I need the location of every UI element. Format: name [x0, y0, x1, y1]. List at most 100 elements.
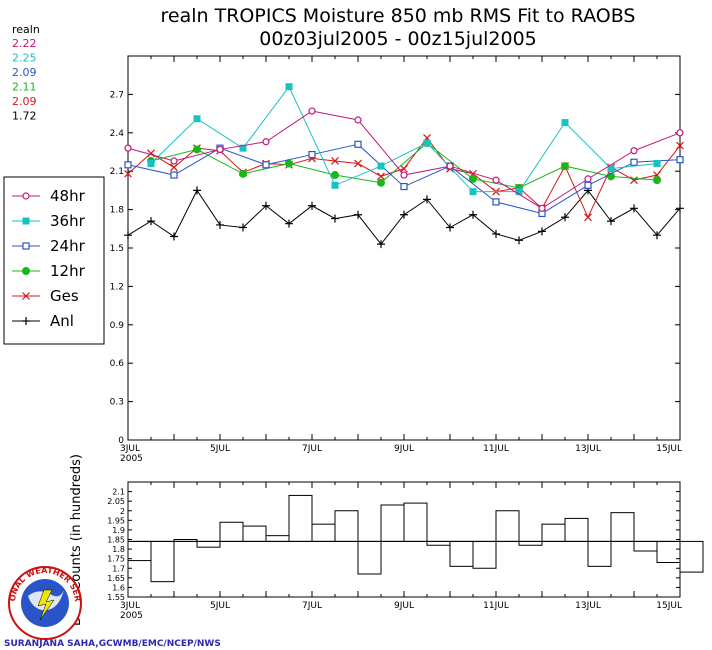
data-point-anl — [400, 210, 408, 219]
y-tick-label: 1.7 — [112, 564, 125, 573]
data-point-36hr — [423, 139, 431, 147]
legend-item-24hr: 24hr — [12, 237, 86, 255]
data-point-36hr — [469, 188, 477, 196]
x-tick-label: 5JUL — [210, 601, 230, 611]
data-point-anl — [331, 214, 339, 223]
data-point-48hr — [538, 204, 546, 212]
x-tick-label: 3JUL — [120, 601, 140, 611]
data-point-24hr — [630, 158, 638, 166]
data-point-48hr — [308, 107, 316, 115]
stat-value-48hr: 2.22 — [12, 37, 37, 50]
y-tick-label: 1.55 — [107, 593, 125, 602]
y-tick-label: 0.3 — [110, 398, 124, 408]
x-tick-label: 13JUL — [575, 444, 601, 454]
series-line-36hr — [150, 85, 658, 193]
y-tick-label: 2 — [120, 507, 125, 516]
x-tick-label: 11JUL — [483, 444, 509, 454]
data-point-36hr — [561, 119, 569, 127]
data-point-anl — [147, 217, 155, 226]
data-point-anl — [630, 204, 638, 213]
data-point-36hr — [653, 160, 661, 168]
y-tick-label: 0 — [118, 436, 124, 446]
x-year-label: 2005 — [120, 454, 143, 464]
y-tick-label: 2.7 — [110, 90, 124, 100]
rms-stats: realn 2.222.252.092.112.091.72 — [12, 23, 40, 123]
data-point-36hr — [515, 188, 523, 196]
data-point-anl — [124, 231, 132, 240]
lightning-icon — [37, 589, 55, 621]
x-tick-label: 9JUL — [394, 601, 414, 611]
series-anl — [124, 186, 684, 249]
legend-marker — [22, 317, 30, 325]
data-point-anl — [676, 204, 684, 213]
data-point-anl — [469, 210, 477, 219]
stat-value-36hr: 2.25 — [12, 52, 37, 65]
legend-item-anl: Anl — [12, 312, 74, 330]
data-point-48hr — [170, 157, 178, 165]
y-tick-label: 1.75 — [107, 555, 125, 564]
data-point-anl — [538, 227, 546, 236]
legend-label: Anl — [50, 312, 74, 330]
data-point-ges — [354, 159, 362, 168]
data-point-ges — [676, 141, 684, 150]
data-point-12hr — [377, 178, 385, 187]
y-tick-label: 0.9 — [110, 321, 125, 331]
data-point-anl — [607, 217, 615, 226]
x-tick-label: 7JUL — [302, 601, 322, 611]
data-point-anl — [377, 240, 385, 249]
data-point-anl — [492, 229, 500, 238]
data-point-anl — [193, 186, 201, 195]
data-point-anl — [354, 210, 362, 219]
legend-marker — [22, 292, 30, 300]
data-point-36hr — [331, 181, 339, 189]
stats-header: realn — [12, 23, 40, 36]
legend-marker — [22, 192, 30, 200]
data-point-anl — [515, 236, 523, 245]
y-tick-label: 1.2 — [110, 282, 124, 292]
stat-value-12hr: 2.11 — [12, 81, 37, 94]
legend-marker — [22, 217, 30, 225]
data-point-48hr — [584, 175, 592, 183]
y-tick-label: 1.8 — [112, 545, 125, 554]
data-point-12hr — [561, 162, 569, 171]
x-tick-label: 15JUL — [656, 601, 682, 611]
data-point-12hr — [331, 171, 339, 180]
legend-item-12hr: 12hr — [12, 262, 86, 280]
stat-value-anl: 1.72 — [12, 110, 37, 123]
data-point-12hr — [469, 174, 477, 183]
data-point-anl — [285, 219, 293, 228]
y-tick-label: 2.1 — [112, 488, 125, 497]
data-point-ges — [331, 157, 339, 165]
series-line-12hr — [150, 142, 658, 189]
data-point-ges — [124, 169, 132, 178]
legend-marker — [22, 242, 30, 250]
data-point-anl — [262, 201, 270, 210]
data-point-24hr — [354, 140, 362, 148]
legend-item-ges: Ges — [12, 287, 79, 305]
data-point-24hr — [676, 156, 684, 164]
x-tick-label: 5JUL — [210, 444, 230, 454]
x-year-label: 2005 — [120, 611, 143, 621]
data-point-12hr — [285, 159, 293, 168]
y-tick-label: 1.5 — [110, 244, 124, 254]
legend-item-36hr: 36hr — [12, 212, 86, 230]
legend-label: 36hr — [50, 212, 86, 230]
count-bar — [679, 540, 704, 573]
legend-item-48hr: 48hr — [12, 187, 86, 205]
bottom-bars — [127, 494, 704, 583]
y-tick-label: 1.65 — [107, 574, 125, 583]
legend-label: Ges — [50, 287, 79, 305]
data-point-24hr — [584, 181, 592, 189]
data-point-ges — [377, 172, 385, 181]
data-point-48hr — [630, 147, 638, 155]
credit-line: SURANJANA SAHA,GCWMB/EMC/NCEP/NWS — [4, 639, 221, 649]
data-point-ges — [170, 163, 178, 172]
y-tick-label: 1.9 — [112, 526, 125, 535]
data-point-36hr — [193, 115, 201, 123]
stat-value-ges: 2.09 — [12, 95, 37, 108]
y-tick-label: 2.4 — [110, 129, 125, 139]
y-tick-label: 2.05 — [107, 497, 125, 506]
data-point-anl — [239, 223, 247, 232]
data-point-24hr — [308, 150, 316, 159]
